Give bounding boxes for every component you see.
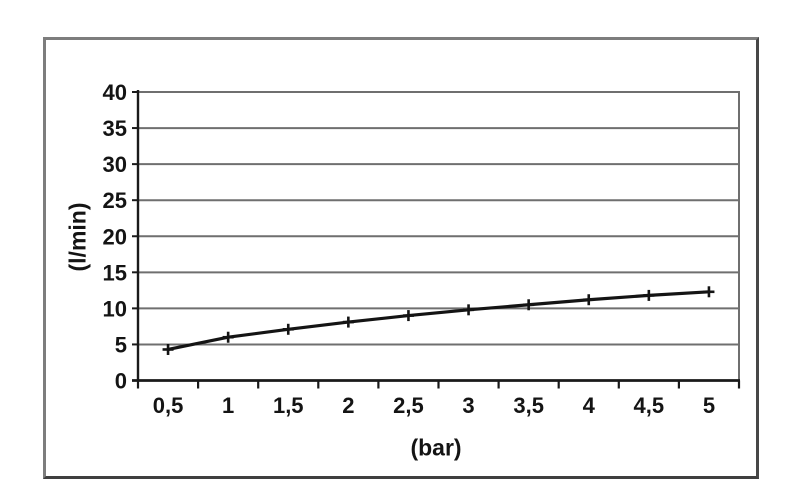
x-tick-label-3: 2	[342, 393, 354, 418]
y-tick-label-25: 25	[103, 188, 127, 213]
y-tick-label-40: 40	[103, 80, 127, 105]
chart-outer-border	[43, 37, 759, 479]
y-tick-label-30: 30	[103, 152, 127, 177]
x-tick-label-8: 4,5	[634, 393, 665, 418]
x-tick-label-4: 2,5	[393, 393, 424, 418]
x-tick-label-7: 4	[583, 393, 596, 418]
x-tick-label-0: 0,5	[153, 393, 184, 418]
y-tick-label-20: 20	[103, 224, 127, 249]
x-tick-label-5: 3	[462, 393, 474, 418]
y-tick-label-0: 0	[115, 369, 127, 394]
y-axis-title: (l/min)	[64, 202, 91, 272]
y-tick-label-10: 10	[103, 296, 127, 321]
x-tick-label-9: 5	[703, 393, 715, 418]
x-tick-label-6: 3,5	[513, 393, 544, 418]
y-tick-label-15: 15	[103, 260, 127, 285]
series-line-flow-rate	[166, 290, 711, 352]
y-tick-label-5: 5	[115, 332, 127, 357]
y-tick-label-35: 35	[103, 116, 127, 141]
x-tick-label-2: 1,5	[273, 393, 304, 418]
x-axis-title: (bar)	[410, 434, 462, 461]
x-tick-label-1: 1	[222, 393, 234, 418]
